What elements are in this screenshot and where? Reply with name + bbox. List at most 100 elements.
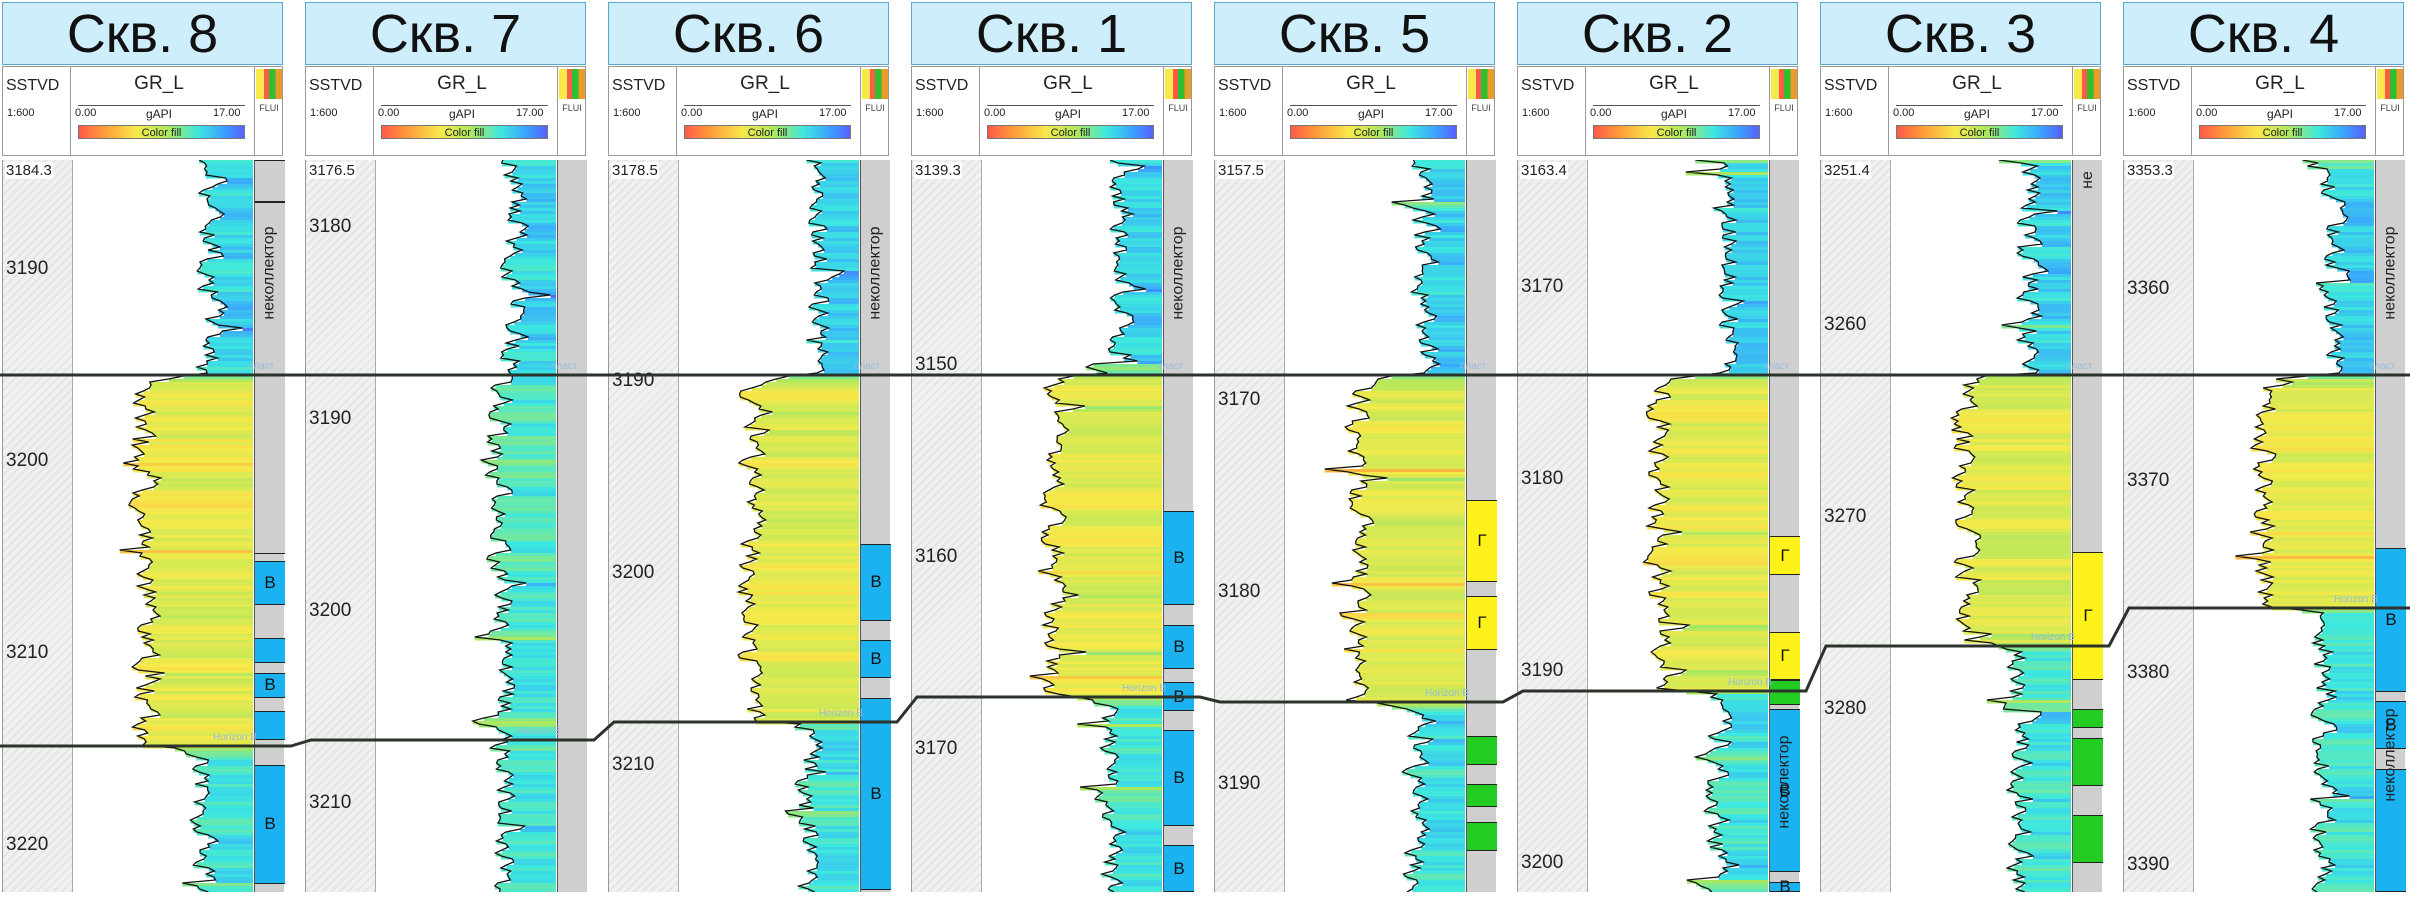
top-depth-label: 3184.3	[5, 162, 53, 179]
scale-ticks	[1593, 97, 1760, 106]
well-title: Скв. 8	[2, 2, 283, 65]
fluid-legend-label: FLUI	[562, 103, 582, 113]
horizon-label: Horizon B	[213, 732, 257, 743]
horizon-label: пласт	[2369, 361, 2396, 372]
lith-interval-water: В	[1164, 730, 1194, 827]
depth-track-label: SSTVD	[309, 77, 363, 94]
depth-tick-label: 3170	[1218, 389, 1261, 410]
depth-tick-label: 3360	[2127, 277, 2170, 299]
curve-max-label: 17.00	[1425, 107, 1453, 119]
gr-curve-track	[1324, 160, 1465, 892]
header-divider	[860, 67, 861, 155]
well-column: Скв. 8 SSTVD 1:600 GR_L gAPI 0.00 17.00 Color f…	[2, 0, 285, 892]
depth-tick-label: 3390	[2127, 853, 2170, 875]
depth-tick-label: 3210	[6, 642, 49, 664]
lith-interval-non	[255, 202, 285, 554]
curve-name-label: GR_L	[740, 73, 790, 94]
scale-ticks	[1896, 97, 2063, 106]
track-header: SSTVD 1:600 GR_L gAPI 0.00 17.00 Color fill FLU…	[2123, 66, 2404, 156]
horizon-label: Horizon B	[1728, 677, 1772, 688]
horizon-label: пласт	[2066, 361, 2093, 372]
header-divider	[70, 67, 71, 155]
lith-interval-water: В	[861, 544, 891, 621]
depth-tick-label: 3190	[612, 369, 655, 391]
depth-track-label: SSTVD	[1521, 77, 1575, 94]
fluid-legend-swatch	[2074, 69, 2100, 99]
scale-label: 1:600	[1522, 107, 1550, 119]
lith-interval-water	[255, 711, 285, 740]
horizon-label: Horizon B	[1425, 688, 1469, 699]
depth-tick-label: 3170	[1521, 275, 1564, 297]
curve-unit-label: gAPI	[1357, 107, 1384, 121]
gr-curve-line	[119, 160, 243, 892]
header-divider	[1466, 67, 1467, 155]
depth-tick-label: 3200	[6, 450, 49, 472]
fluid-legend-swatch	[1468, 69, 1494, 99]
depth-tick-label: 3190	[1218, 773, 1261, 794]
zone-label: неколлектор	[2382, 225, 2399, 320]
header-divider	[373, 67, 374, 155]
curve-max-label: 17.00	[2334, 107, 2362, 119]
header-divider	[676, 67, 677, 155]
horizon-label: Horizon B	[2334, 594, 2378, 605]
fluid-legend-label: FLUI	[259, 103, 279, 113]
top-depth-label: 3251.4	[1823, 162, 1871, 179]
track-header: SSTVD 1:600 GR_L gAPI 0.00 17.00 Color fill FLU…	[2, 66, 283, 156]
curve-min-label: 0.00	[1287, 107, 1309, 119]
horizon-label: пласт	[854, 361, 881, 372]
lith-interval-oil	[2073, 709, 2103, 729]
horizon-label: пласт	[248, 361, 275, 372]
lith-interval-gas: Г	[1467, 595, 1497, 650]
header-divider	[557, 67, 558, 155]
depth-track: 3360 3370 3380 3390 3353.3	[2124, 160, 2194, 892]
curve-min-label: 0.00	[75, 107, 97, 119]
zone-label: неколлектор	[1170, 225, 1187, 320]
track-header: SSTVD 1:600 GR_L gAPI 0.00 17.00 Color fill FLU…	[1820, 66, 2101, 156]
scale-label: 1:600	[2128, 107, 2156, 119]
lith-interval-water: В	[1164, 511, 1194, 606]
zone-label: не	[2078, 171, 2096, 189]
fluid-legend-swatch	[2377, 69, 2403, 99]
gr-curve-track	[1029, 160, 1162, 892]
color-fill-legend: Color fill	[1290, 125, 1457, 139]
depth-track-label: SSTVD	[612, 77, 666, 94]
gr-curve-line	[1324, 160, 1442, 892]
color-fill-legend: Color fill	[2199, 125, 2366, 139]
curve-name-label: GR_L	[1043, 73, 1093, 94]
lith-interval-gas: Г	[2073, 551, 2103, 681]
zone-label: неколлектор	[261, 225, 278, 320]
depth-track-label: SSTVD	[1824, 77, 1878, 94]
scale-label: 1:600	[7, 107, 35, 119]
curve-max-label: 17.00	[2031, 107, 2059, 119]
scale-ticks	[78, 97, 245, 106]
depth-tick-label: 3190	[6, 258, 49, 280]
well-column: Скв. 1 SSTVD 1:600 GR_L gAPI 0.00 17.00 Color f…	[911, 0, 1194, 892]
header-divider	[1769, 67, 1770, 155]
lith-interval-gas: Г	[1467, 499, 1497, 583]
well-title: Скв. 4	[2123, 2, 2404, 65]
depth-track: 3180 3190 3200 3210 3176.5	[306, 160, 376, 892]
depth-tick-label: 3260	[1824, 314, 1867, 336]
scale-label: 1:600	[1219, 107, 1247, 119]
color-fill-legend: Color fill	[684, 125, 851, 139]
track-header: SSTVD 1:600 GR_L gAPI 0.00 17.00 Color fill FLU…	[911, 66, 1192, 156]
depth-tick-label: 3280	[1824, 698, 1867, 720]
top-depth-label: 3139.3	[914, 162, 962, 179]
curve-unit-label: gAPI	[145, 107, 172, 121]
header-divider	[2191, 67, 2192, 155]
top-depth-label: 3178.5	[611, 162, 659, 179]
gr-curve-line	[1949, 160, 2058, 892]
scale-ticks	[2199, 97, 2366, 106]
log-area[interactable]: 3180 3190 3200 3210 3176.5 пласт Horizon B	[305, 160, 587, 892]
